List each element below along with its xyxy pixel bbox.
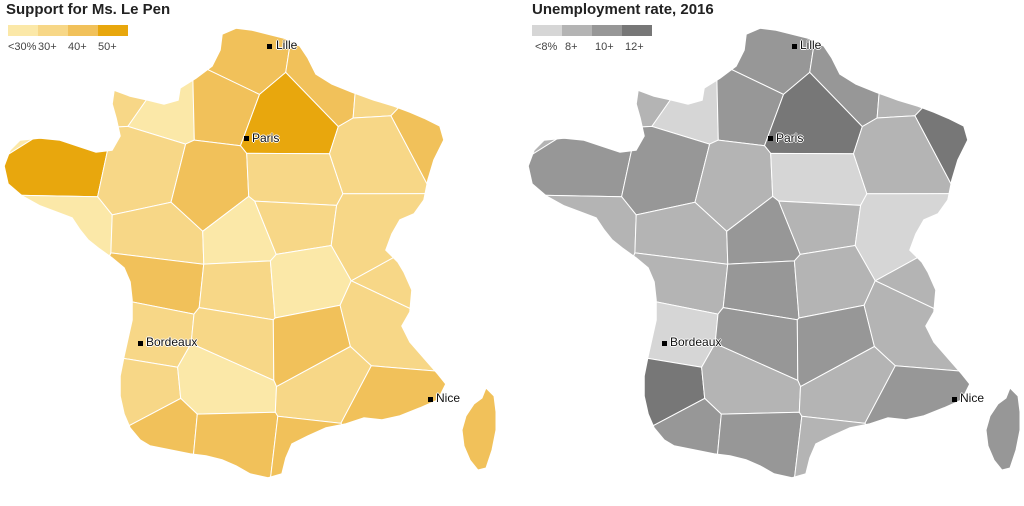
corsica-region — [461, 387, 497, 471]
france-regions — [528, 28, 970, 478]
france-regions — [4, 28, 446, 478]
department-region — [528, 228, 624, 319]
department-region — [622, 252, 729, 315]
department-region — [528, 311, 618, 395]
city-marker-lille — [267, 44, 272, 49]
department-region — [854, 193, 970, 282]
department-region — [266, 415, 372, 478]
legend-swatch — [562, 25, 592, 36]
department-region — [528, 102, 638, 198]
lepen-panel: Support for Ms. Le Pen <30% 30+ 40+ 50+ … — [3, 1, 497, 479]
legend-label: 40+ — [68, 41, 87, 53]
city-label-bordeaux: Bordeaux — [670, 335, 722, 349]
legend-swatch — [622, 25, 652, 36]
city-label-bordeaux: Bordeaux — [146, 335, 198, 349]
legend-swatch — [532, 25, 562, 36]
legend-swatch — [592, 25, 622, 36]
city-label-nice: Nice — [436, 391, 461, 405]
legend-label: <8% — [535, 41, 558, 53]
department-region — [4, 311, 94, 395]
department-region — [330, 193, 446, 282]
city-marker-lille — [792, 44, 797, 49]
legend-label: 30+ — [38, 41, 57, 53]
legend-label: 50+ — [98, 41, 117, 53]
legend-label: <30% — [8, 41, 37, 53]
city-label-lille: Lille — [276, 38, 298, 52]
department-region — [4, 425, 119, 478]
department-region — [528, 194, 637, 282]
legend-swatch — [98, 25, 128, 36]
corsica-region — [985, 387, 1021, 471]
legend-label: 10+ — [595, 41, 614, 53]
unemployment-panel: Unemployment rate, 2016 <8% 8+ 10+ 12+ L… — [512, 0, 1024, 506]
department-region — [4, 102, 114, 198]
city-marker-paris — [244, 136, 249, 141]
legend-swatch — [68, 25, 98, 36]
legend-label: 12+ — [625, 41, 644, 53]
city-label-lille: Lille — [800, 38, 822, 52]
city-marker-bordeaux — [138, 341, 143, 346]
lepen-map — [3, 27, 497, 479]
legend-label: 8+ — [565, 41, 578, 53]
department-region — [712, 411, 803, 478]
department-region — [4, 228, 100, 319]
legend-swatch — [38, 25, 68, 36]
legend-swatch — [8, 25, 38, 36]
department-region — [528, 425, 643, 478]
department-region — [770, 152, 868, 206]
department-region — [4, 356, 100, 429]
department-region — [4, 194, 113, 282]
map-legend: <8% 8+ 10+ 12+ — [532, 25, 655, 53]
department-region — [528, 356, 624, 429]
map-title: Unemployment rate, 2016 — [532, 1, 714, 18]
map-title: Support for Ms. Le Pen — [6, 1, 171, 18]
city-marker-nice — [428, 397, 433, 402]
map-legend: <30% 30+ 40+ 50+ — [8, 25, 128, 53]
city-marker-nice — [952, 397, 957, 402]
city-marker-bordeaux — [662, 341, 667, 346]
department-region — [188, 411, 279, 478]
unemployment-map — [527, 27, 1021, 479]
department-region — [98, 252, 205, 315]
city-label-paris: Paris — [776, 131, 804, 145]
city-marker-paris — [768, 136, 773, 141]
department-region — [790, 415, 896, 478]
department-region — [246, 152, 344, 206]
city-label-nice: Nice — [960, 391, 985, 405]
city-label-paris: Paris — [252, 131, 280, 145]
